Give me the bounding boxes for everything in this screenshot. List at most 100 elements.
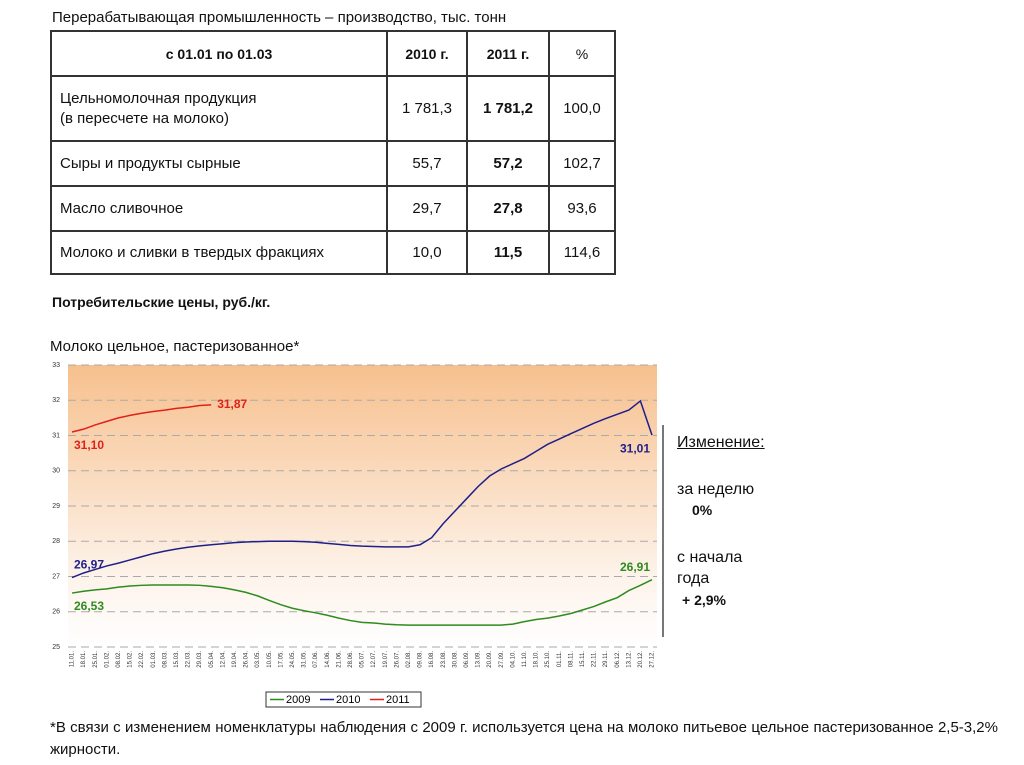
table-cell: 1 781,3 (386, 75, 468, 142)
x-tick-label: 17.05. (278, 651, 284, 668)
table-cell: 102,7 (548, 140, 616, 187)
x-tick-label: 13.09. (476, 651, 482, 668)
header-row: с 01.01 по 01.03 2010 г. 2011 г. % (50, 30, 616, 77)
y-tick-label: 33 (52, 362, 60, 369)
x-tick-label: 26.04. (244, 651, 250, 668)
series-line (71, 399, 653, 579)
value-label: 31,01 (620, 441, 650, 455)
production-table: с 01.01 по 01.03 2010 г. 2011 г. % Цельн… (50, 30, 616, 275)
x-tick-label: 15.03. (174, 651, 180, 668)
x-tick-label: 01.03. (151, 651, 157, 668)
value-label: 26,53 (74, 599, 104, 613)
x-tick-label: 29.11. (603, 651, 609, 668)
x-tick-label: 19.07. (383, 651, 389, 668)
x-tick-label: 23.08. (441, 651, 447, 668)
x-tick-label: 11.01. (70, 651, 76, 668)
x-tick-label: 10.05. (267, 651, 273, 668)
x-tick-label: 15.11. (580, 651, 586, 668)
x-tick-label: 03.05. (255, 651, 261, 668)
legend-label: 2011 (386, 694, 410, 706)
y-tick-label: 29 (52, 503, 60, 510)
x-tick-label: 11.10. (522, 651, 528, 668)
x-tick-label: 12.07. (371, 651, 377, 668)
section-title: Потребительские цены, руб./кг. (52, 294, 271, 310)
x-tick-label: 09.08. (418, 651, 424, 668)
table-cell: 1 781,2 (466, 75, 550, 142)
x-tick-label: 08.02. (116, 651, 122, 668)
table-row: Масло сливочное 29,7 27,8 93,6 (50, 185, 616, 232)
sidebar-label: с начала года (677, 549, 743, 587)
y-tick-label: 25 (52, 644, 60, 651)
table-cell: 29,7 (386, 185, 468, 232)
table-cell: 93,6 (548, 185, 616, 232)
header-cell: 2010 г. (386, 30, 468, 77)
sidebar-label: за неделю (677, 481, 755, 498)
table-cell: 11,5 (466, 230, 550, 275)
x-tick-label: 22.11. (592, 651, 598, 668)
x-tick-label: 07.06. (313, 651, 319, 668)
x-tick-label: 08.03. (162, 651, 168, 668)
table-row: Цельномолочная продукция (в пересчете на… (50, 75, 616, 142)
table-row: Сыры и продукты сырные 55,7 57,2 102,7 (50, 140, 616, 187)
y-tick-label: 28 (52, 538, 60, 545)
sidebar-heading: Изменение: (677, 434, 765, 451)
x-tick-label: 26.07. (394, 651, 400, 668)
x-tick-label: 22.03. (186, 651, 192, 668)
x-tick-label: 25.10. (545, 651, 551, 668)
y-tick-label: 32 (52, 397, 60, 404)
footnote: *В связи с изменением номенклатуры наблю… (50, 719, 998, 758)
x-tick-label: 16.08. (429, 651, 435, 668)
legend-label: 2009 (286, 694, 310, 706)
legend-box (265, 691, 422, 708)
legend-label: 2010 (336, 694, 360, 706)
x-tick-label: 27.12. (650, 651, 656, 668)
x-tick-label: 06.12. (615, 651, 621, 668)
x-tick-label: 13.12. (626, 651, 632, 668)
x-tick-label: 12.04. (220, 651, 226, 668)
x-tick-label: 04.10. (510, 651, 516, 668)
table-cell: 55,7 (386, 140, 468, 187)
header-cell: с 01.01 по 01.03 (50, 30, 388, 77)
header-cell: % (548, 30, 616, 77)
x-tick-label: 30.08. (452, 651, 458, 668)
x-tick-label: 22.02. (139, 651, 145, 668)
series-line (71, 404, 212, 433)
chart-title: Молоко цельное, пастеризованное* (50, 338, 300, 355)
x-tick-label: 31.05. (302, 651, 308, 668)
legend: 2009 2010 2011 (265, 691, 422, 708)
x-tick-label: 29.03. (197, 651, 203, 668)
table-cell: Масло сливочное (50, 185, 388, 232)
table-cell: Цельномолочная продукция (в пересчете на… (50, 75, 388, 142)
x-tick-label: 18.10. (534, 651, 540, 668)
x-tick-label: 20.09. (487, 651, 493, 668)
header-cell: 2011 г. (466, 30, 550, 77)
table-cell: 100,0 (548, 75, 616, 142)
x-tick-label: 21.06. (336, 651, 342, 668)
table-cell: Молоко и сливки в твердых фракциях (50, 230, 388, 275)
x-tick-label: 18.01. (81, 651, 87, 668)
x-tick-label: 01.11. (557, 651, 563, 668)
x-tick-label: 05.07. (360, 651, 366, 668)
value-label: 26,91 (620, 560, 650, 574)
series-line (71, 578, 653, 626)
sidebar-value: 0% (692, 502, 713, 518)
x-tick-label: 08.11. (568, 651, 574, 668)
table-cell: 114,6 (548, 230, 616, 275)
table-caption: Перерабатывающая промышленность – произв… (52, 9, 507, 26)
x-tick-label: 06.09. (464, 651, 470, 668)
table-cell: Сыры и продукты сырные (50, 140, 388, 187)
x-tick-label: 02.08. (406, 651, 412, 668)
x-tick-label: 19.04. (232, 651, 238, 668)
value-label: 31,87 (217, 397, 247, 411)
x-tick-label: 28.06. (348, 651, 354, 668)
value-label: 26,97 (74, 558, 104, 572)
table-row: Молоко и сливки в твердых фракциях 10,0 11… (50, 230, 616, 275)
x-tick-label: 24.05. (290, 651, 296, 668)
table-cell: 27,8 (466, 185, 550, 232)
x-tick-label: 27.09. (499, 651, 505, 668)
x-tick-label: 01.02. (104, 651, 110, 668)
chart: 25 26 27 28 29 30 31 32 33 11.01. 18.01. 25.01. 01.0… (52, 362, 657, 708)
x-tick-label: 14.06. (325, 651, 331, 668)
divider (662, 425, 664, 637)
